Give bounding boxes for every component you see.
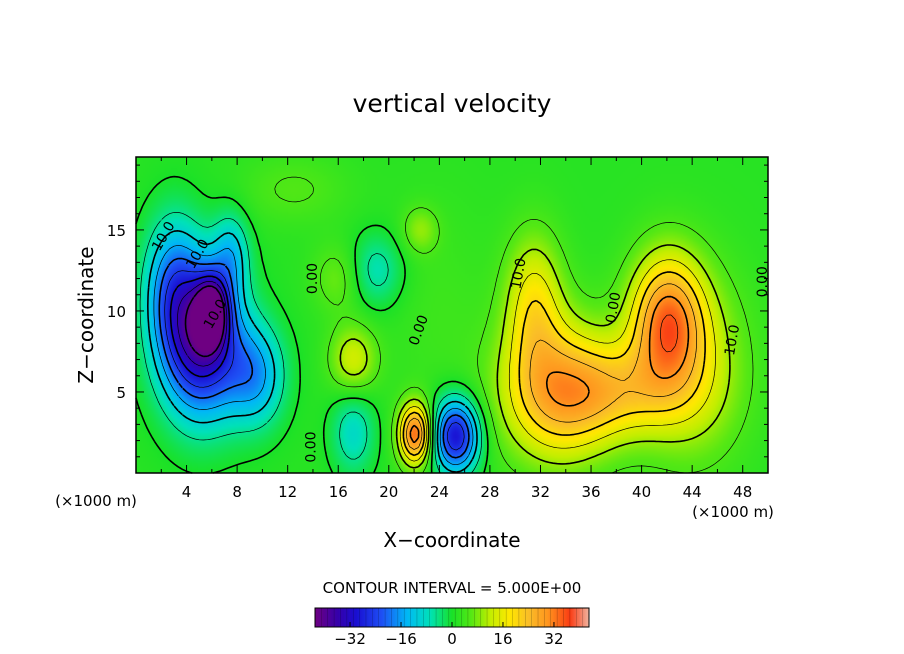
x-tick-label: 48: [733, 483, 752, 501]
contour-line: [169, 275, 231, 378]
x-tick-label: 44: [683, 483, 702, 501]
contour-line: [406, 283, 697, 450]
x-axis-ticks: 4 8 12 16 20 24 28 32 36 40 44 48: [160, 157, 752, 501]
x-tick-label: 36: [581, 483, 600, 501]
y-tick-label: 15: [107, 222, 126, 240]
contour-line: [164, 270, 465, 451]
x-tick-label: 16: [329, 483, 348, 501]
y-axis-ticks: 5 10 15: [107, 164, 768, 458]
plot-frame: [135, 156, 769, 474]
y-tick-label: 10: [107, 303, 126, 321]
contour-line: [409, 295, 690, 444]
x-tick-label: 12: [278, 483, 297, 501]
contour-line: [184, 285, 226, 358]
y-axis-label: Z−coordinate: [74, 246, 98, 383]
contour-line: [158, 257, 470, 459]
contour-line: [274, 176, 754, 474]
contour-line: [135, 175, 489, 474]
contour-label: 0.00: [755, 266, 771, 297]
x-tick-label: 40: [632, 483, 651, 501]
colorbar-gradient: [315, 608, 589, 627]
chart-title: vertical velocity: [353, 89, 552, 118]
contour-label: 0.00: [305, 263, 321, 294]
x-tick-label: 28: [480, 483, 499, 501]
colorbar-tick-label: 32: [544, 630, 563, 648]
x-tick-label: 4: [182, 483, 192, 501]
y-tick-label: 5: [116, 384, 126, 402]
contour-lines: [135, 175, 754, 474]
contour-label: 10.0: [508, 257, 529, 290]
contour-label: 10.0: [722, 323, 743, 356]
contour-line: [402, 271, 706, 457]
contour-line: [139, 212, 482, 474]
colorbar-tick-label: 0: [447, 630, 457, 648]
x-unit-left: (×1000 m): [55, 492, 137, 510]
colorbar-tick-label: 16: [493, 630, 512, 648]
contour-label: 0.00: [603, 291, 624, 324]
x-unit-right: (×1000 m): [692, 503, 774, 521]
contour-line: [399, 259, 716, 462]
contour-label: 0.00: [304, 432, 320, 463]
contour-line: [339, 244, 731, 469]
x-tick-label: 24: [430, 483, 449, 501]
x-tick-label: 8: [232, 483, 242, 501]
colorbar-dividers: [321, 608, 583, 627]
colorbar: −32 −16 0 16 32: [314, 607, 590, 648]
contour-line: [660, 314, 679, 353]
x-tick-label: 20: [379, 483, 398, 501]
contour-line: [147, 230, 478, 473]
contour-interval-text: CONTOUR INTERVAL = 5.000E+00: [323, 579, 582, 597]
colorbar-ticks: −32 −16 0 16 32: [334, 622, 564, 648]
colorbar-tick-label: −16: [385, 630, 417, 648]
contour-line: [153, 244, 474, 466]
colorbar-tick-label: −32: [334, 630, 366, 648]
x-tick-label: 32: [531, 483, 550, 501]
velocity-field: [136, 157, 768, 473]
contour-line: [177, 280, 228, 367]
x-axis-label: X−coordinate: [383, 528, 520, 552]
